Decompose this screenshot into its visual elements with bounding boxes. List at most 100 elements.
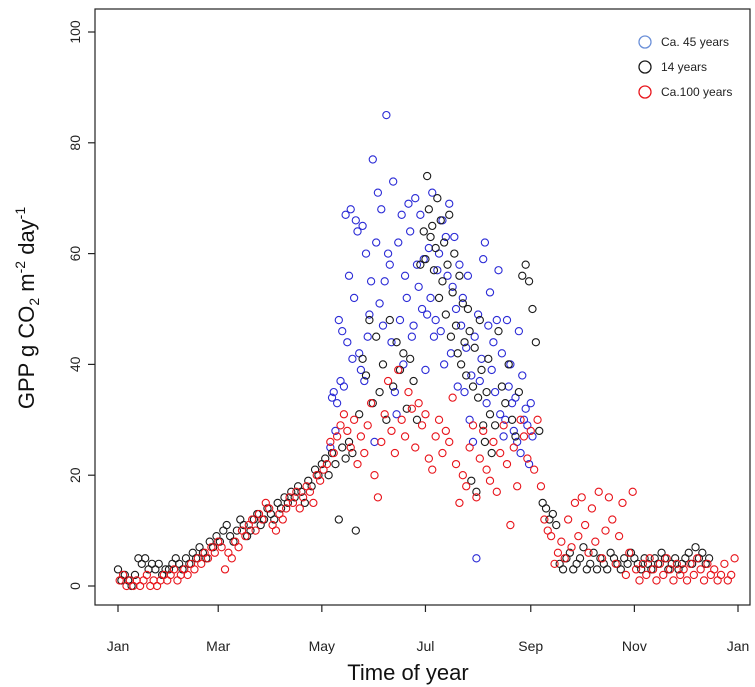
data-point	[368, 399, 377, 408]
data-point	[397, 210, 406, 219]
data-point	[608, 515, 617, 524]
data-point	[575, 554, 585, 563]
data-point	[358, 354, 367, 364]
y-axis-title: GPP g CO2 m-2 day-1	[12, 207, 42, 409]
data-point	[406, 354, 415, 364]
data-point	[635, 576, 644, 585]
data-point	[550, 559, 559, 568]
data-point	[334, 315, 343, 325]
data-point	[652, 576, 661, 585]
series-2	[115, 365, 739, 591]
data-point	[349, 415, 359, 424]
data-point	[327, 393, 337, 402]
data-point	[507, 415, 517, 424]
data-point	[343, 426, 352, 436]
data-point	[499, 432, 508, 441]
data-point	[360, 448, 369, 458]
data-point	[587, 504, 597, 513]
data-point	[659, 570, 668, 580]
data-point	[467, 371, 476, 380]
data-point	[278, 515, 287, 524]
data-point	[338, 327, 347, 336]
legend-marker	[638, 85, 652, 99]
data-point	[521, 404, 530, 413]
data-point	[421, 254, 430, 264]
data-point	[679, 565, 688, 574]
data-point	[577, 493, 586, 502]
data-point	[448, 393, 457, 402]
data-point	[446, 332, 456, 341]
data-point	[716, 570, 726, 580]
data-point	[344, 437, 354, 447]
data-point	[645, 554, 654, 563]
data-point	[479, 254, 488, 264]
x-tick-label: Nov	[622, 638, 647, 654]
data-point	[565, 548, 574, 557]
data-point	[426, 232, 435, 242]
data-point	[363, 332, 372, 341]
data-point	[341, 210, 350, 219]
data-point	[443, 260, 452, 269]
series-1	[113, 171, 714, 591]
data-point	[407, 404, 417, 413]
data-point	[372, 238, 381, 247]
y-axis-title-main: GPP g CO	[14, 306, 39, 410]
data-point	[455, 260, 464, 269]
data-point	[684, 548, 693, 557]
y-axis-title-day: day	[14, 219, 39, 261]
data-point	[424, 454, 433, 463]
data-point	[475, 315, 484, 325]
data-point	[411, 194, 420, 203]
data-point	[445, 210, 454, 219]
data-point	[365, 315, 374, 325]
x-tick-label: Jan	[727, 638, 750, 654]
data-point	[623, 559, 632, 568]
data-point	[584, 548, 593, 557]
data-point	[470, 343, 479, 352]
data-point	[597, 554, 607, 563]
data-point	[574, 531, 583, 541]
data-point	[467, 476, 476, 485]
y-axis-title-sup2: -1	[12, 207, 28, 220]
data-point	[300, 498, 309, 508]
data-point	[270, 515, 279, 524]
data-point	[295, 504, 304, 513]
data-point	[433, 266, 442, 275]
data-point	[514, 387, 524, 397]
data-point	[390, 387, 400, 397]
y-tick-label: 80	[67, 135, 83, 151]
data-point	[455, 271, 464, 280]
data-point	[497, 349, 507, 358]
data-point	[482, 399, 491, 408]
data-point	[258, 515, 267, 524]
data-point	[394, 365, 403, 375]
data-point	[450, 249, 459, 258]
data-point	[429, 266, 439, 275]
data-point	[655, 559, 665, 568]
legend-marker	[638, 60, 652, 74]
data-point	[477, 365, 486, 375]
data-point	[557, 537, 566, 546]
data-point	[241, 531, 250, 541]
data-point	[504, 382, 513, 391]
data-point	[462, 482, 471, 491]
data-point	[433, 194, 442, 203]
data-point	[324, 471, 333, 480]
data-point	[642, 570, 651, 580]
data-point	[696, 565, 705, 574]
data-point	[329, 448, 338, 458]
data-point	[528, 304, 537, 314]
data-point	[380, 410, 389, 419]
data-point	[373, 188, 383, 197]
data-point	[553, 548, 563, 557]
data-point	[699, 576, 709, 585]
data-point	[246, 526, 255, 535]
data-point	[436, 216, 445, 225]
data-point	[271, 526, 281, 535]
data-point	[389, 382, 398, 391]
data-point	[375, 387, 384, 397]
data-point	[377, 437, 386, 447]
data-point	[346, 205, 355, 214]
data-point	[429, 332, 439, 341]
data-point	[113, 565, 123, 574]
